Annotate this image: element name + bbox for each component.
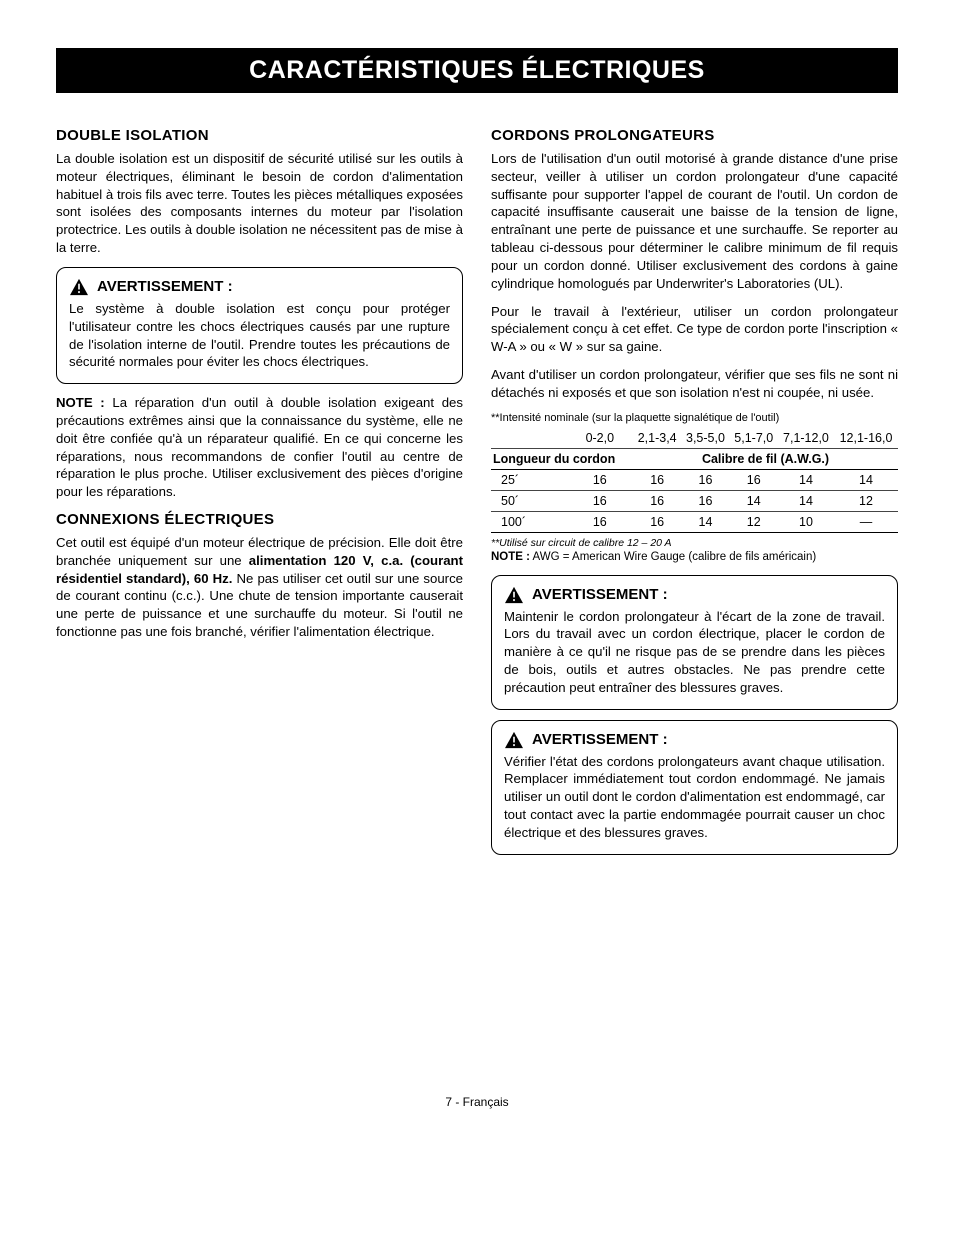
table-caption: **Intensité nominale (sur la plaquette s… [491,412,898,424]
note-1: NOTE : La réparation d'un outil à double… [56,394,463,501]
para-cordons-3: Avant d'utiliser un cordon prolongateur,… [491,366,898,402]
warning-box-1: AVERTISSEMENT : Le système à double isol… [56,267,463,384]
cell: 16 [681,490,729,511]
page-footer: 7 - Français [56,1095,898,1109]
amp-range-1: 2,1-3,4 [633,428,681,449]
table-row: 25´ 16 16 16 16 14 14 [491,469,898,490]
table-footnote: **Utilisé sur circuit de calibre 12 – 20… [491,537,898,549]
para-cordons-2: Pour le travail à l'extérieur, utiliser … [491,303,898,356]
table-amp-header-row: 0-2,0 2,1-3,4 3,5-5,0 5,1-7,0 7,1-12,0 1… [491,428,898,449]
page-title: CARACTÉRISTIQUES ÉLECTRIQUES [56,48,898,93]
cell: 16 [567,469,633,490]
cell: 14 [778,469,834,490]
para-cordons-1: Lors de l'utilisation d'un outil motoris… [491,150,898,293]
heading-double-isolation: DOUBLE ISOLATION [56,127,463,144]
cell: 12 [730,511,778,532]
warning-2-title: AVERTISSEMENT : [532,586,668,603]
cell: 12 [834,490,898,511]
para-double-isolation: La double isolation est un dispositif de… [56,150,463,257]
awg-header: Calibre de fil (A.W.G.) [633,448,898,469]
cell: 16 [730,469,778,490]
cord-length-header: Longueur du cordon [491,448,633,469]
warning-3-title: AVERTISSEMENT : [532,731,668,748]
wire-gauge-table: 0-2,0 2,1-3,4 3,5-5,0 5,1-7,0 7,1-12,0 1… [491,428,898,533]
warning-1-title: AVERTISSEMENT : [97,278,233,295]
amp-range-3: 5,1-7,0 [730,428,778,449]
cell: 16 [633,490,681,511]
note-1-label: NOTE : [56,395,105,410]
warning-icon [69,278,89,296]
table-row: 50´ 16 16 16 14 14 12 [491,490,898,511]
amp-range-0: 0-2,0 [567,428,633,449]
cell: 10 [778,511,834,532]
left-column: DOUBLE ISOLATION La double isolation est… [56,117,463,865]
cell: 14 [681,511,729,532]
len-25: 25´ [491,469,567,490]
note-awg-text: AWG = American Wire Gauge (calibre de fi… [530,551,816,563]
cell: — [834,511,898,532]
warning-1-text: Le système à double isolation est conçu … [69,300,450,371]
cell: 14 [834,469,898,490]
amp-range-2: 3,5-5,0 [681,428,729,449]
cell: 14 [730,490,778,511]
cell: 14 [778,490,834,511]
para-connexions: Cet outil est équipé d'un moteur électri… [56,534,463,641]
heading-connexions: CONNEXIONS ÉLECTRIQUES [56,511,463,528]
cell: 16 [633,469,681,490]
cell: 16 [633,511,681,532]
len-50: 50´ [491,490,567,511]
warning-icon [504,586,524,604]
table-row: 100´ 16 16 14 12 10 — [491,511,898,532]
heading-cordons: CORDONS PROLONGATEURS [491,127,898,144]
warning-3-text: Vérifier l'état des cordons prolongateur… [504,753,885,842]
note-awg-label: NOTE : [491,551,530,563]
two-column-layout: DOUBLE ISOLATION La double isolation est… [56,117,898,865]
amp-range-4: 7,1-12,0 [778,428,834,449]
note-awg: NOTE : AWG = American Wire Gauge (calibr… [491,551,898,563]
amp-range-5: 12,1-16,0 [834,428,898,449]
note-1-text: La réparation d'un outil à double isolat… [56,395,463,499]
warning-icon [504,731,524,749]
warning-box-2: AVERTISSEMENT : Maintenir le cordon prol… [491,575,898,710]
table-section-header-row: Longueur du cordon Calibre de fil (A.W.G… [491,448,898,469]
warning-2-text: Maintenir le cordon prolongateur à l'éca… [504,608,885,697]
len-100: 100´ [491,511,567,532]
cell: 16 [567,490,633,511]
cell: 16 [681,469,729,490]
cell: 16 [567,511,633,532]
right-column: CORDONS PROLONGATEURS Lors de l'utilisat… [491,117,898,865]
warning-box-3: AVERTISSEMENT : Vérifier l'état des cord… [491,720,898,855]
